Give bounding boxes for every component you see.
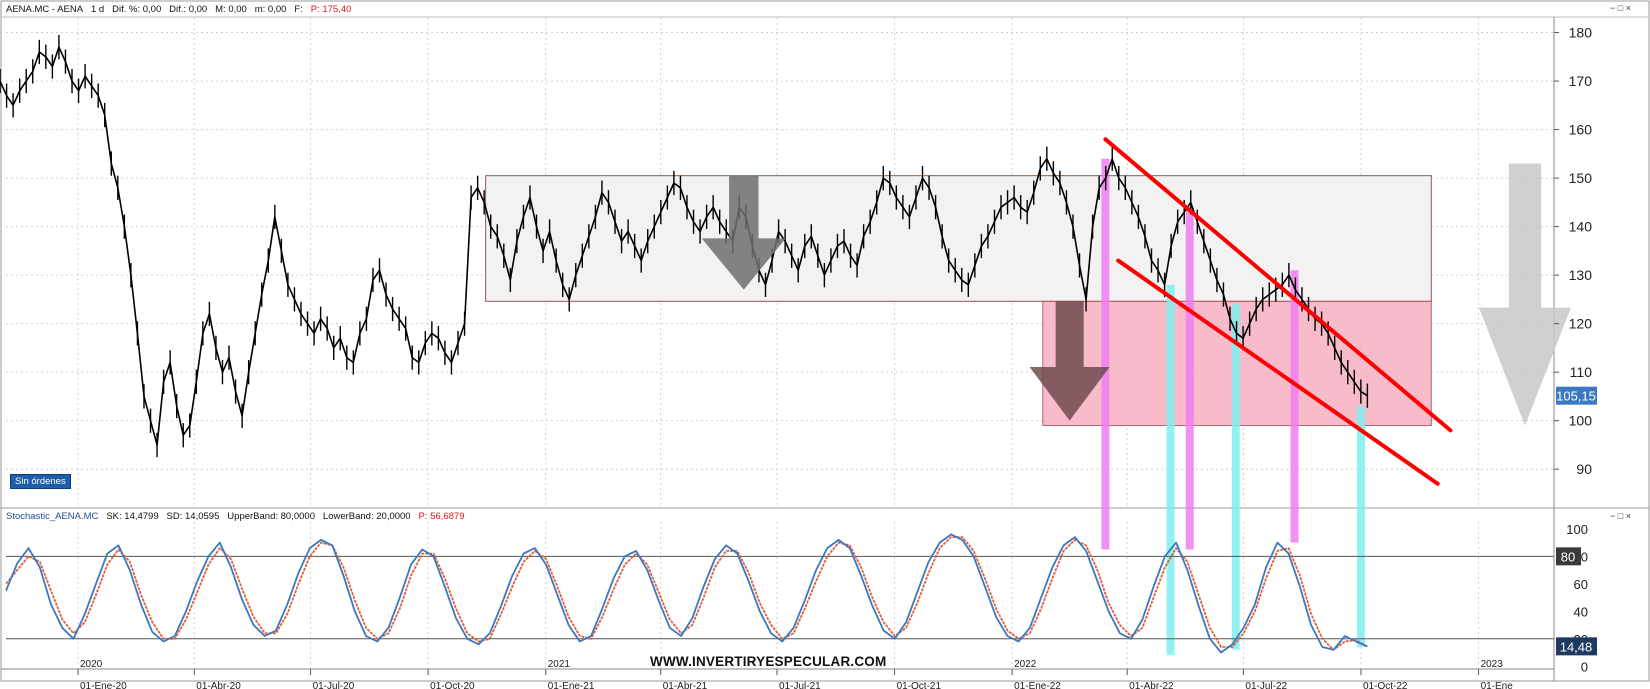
stoch-last-box — [1556, 637, 1597, 656]
stoch-axis-label: 100 — [1566, 522, 1588, 537]
price-axis-label: 100 — [1569, 413, 1593, 429]
close-icon[interactable]: × — [1625, 3, 1631, 13]
signal-marker — [1185, 207, 1194, 550]
x-month-label: 01-Jul-22 — [1245, 681, 1287, 689]
price-axis-label: 140 — [1569, 219, 1593, 235]
price-header: AENA.MC - AENA 1 d Dif. %: 0,00 Dif.: 0,… — [6, 4, 351, 15]
signal-marker — [1290, 270, 1299, 543]
stoch-pointer-label: P: 56,6879 — [418, 511, 465, 522]
watermark: WWW.INVERTIRYESPECULAR.COM — [650, 654, 887, 669]
stoch-axis-label: 40 — [1574, 604, 1588, 619]
signal-marker — [1166, 284, 1175, 656]
signal-marker — [1101, 158, 1110, 550]
x-month-label: 01-Ene-22 — [1014, 681, 1061, 689]
price-series — [0, 34, 1369, 458]
stoch-sd-label: SD: 14,0595 — [166, 511, 220, 522]
dif-pct-label: Dif. %: 0,00 — [112, 4, 162, 15]
signal-marker — [1357, 406, 1365, 648]
stoch-header: Stochastic_AENA.MC SK: 14,4799 SD: 14,05… — [6, 511, 464, 522]
price-axis-label: 150 — [1569, 170, 1593, 186]
price-axis-label: 170 — [1569, 73, 1593, 89]
down-arrow-icon — [1479, 163, 1571, 426]
x-month-label: 01-Oct-20 — [430, 681, 475, 689]
last-price-box — [1556, 386, 1597, 405]
price-axis-label: 130 — [1569, 267, 1593, 283]
price-axis-label: 160 — [1569, 122, 1593, 138]
axes-labels: 9010011012013014015016017018002040608010… — [77, 25, 1597, 689]
down-arrow-icon — [1029, 301, 1110, 421]
stoch-last-value: 14,48 — [1560, 639, 1593, 654]
stoch-name-label: Stochastic_AENA.MC — [6, 511, 99, 522]
stoch-window-controls: − □ × — [1610, 511, 1631, 521]
x-month-label: 01-Ene-21 — [548, 681, 595, 689]
x-month-label: 01-Abr-21 — [663, 681, 708, 689]
stoch-upper-value: 80 — [1561, 549, 1575, 564]
x-month-label: 01-Abr-20 — [196, 681, 241, 689]
price-window-controls: − □ × — [1610, 3, 1631, 13]
close-icon[interactable]: × — [1625, 511, 1631, 521]
stoch-axis-label: 0 — [1581, 659, 1588, 674]
max-label: M: 0,00 — [215, 4, 247, 15]
down-arrow-icon — [701, 175, 786, 290]
annotation-overlays — [701, 137, 1571, 486]
x-month-label: 01-Oct-21 — [897, 681, 942, 689]
symbol-label: AENA.MC - AENA — [6, 4, 84, 15]
x-month-label: 01-Ene-20 — [80, 681, 127, 689]
stochastic-series — [5, 533, 1554, 654]
vertical-markers — [1101, 158, 1365, 656]
x-month-label: 01-Oct-22 — [1363, 681, 1408, 689]
x-year-label: 2022 — [1014, 659, 1037, 670]
dif-label: Dif.: 0,00 — [169, 4, 208, 15]
signal-marker — [1231, 304, 1240, 650]
orders-badge[interactable]: Sin órdenes — [10, 474, 71, 489]
x-year-label: 2021 — [548, 659, 571, 670]
x-month-label: 01-Jul-20 — [313, 681, 355, 689]
x-month-label: 01-Ene — [1481, 681, 1514, 689]
last-price-label: 105,15 — [1556, 389, 1596, 404]
stoch-upper-box — [1556, 547, 1581, 566]
x-year-label: 2023 — [1481, 659, 1504, 670]
price-axis-label: 120 — [1569, 316, 1593, 332]
maximize-icon[interactable]: □ — [1617, 511, 1624, 521]
stoch-lower-label: LowerBand: 20,0000 — [322, 511, 411, 522]
channel-lower-line — [1116, 258, 1440, 486]
x-month-label: 01-Jul-21 — [779, 681, 821, 689]
stoch-sk-label: SK: 14,4799 — [106, 511, 159, 522]
minimize-icon[interactable]: − — [1610, 511, 1616, 521]
min-label: m: 0,00 — [254, 4, 287, 15]
maximize-icon[interactable]: □ — [1617, 3, 1624, 13]
price-axis-label: 180 — [1569, 25, 1593, 41]
stoch-sk-line — [5, 533, 1368, 654]
price-axis-label: 110 — [1570, 364, 1593, 380]
stoch-panel-frame — [0, 507, 1650, 682]
minimize-icon[interactable]: − — [1610, 3, 1616, 13]
price-axis-label: 90 — [1576, 461, 1592, 477]
annotation-zones — [485, 175, 1432, 427]
stoch-axis-label: 60 — [1574, 577, 1588, 592]
channel-upper-line — [1103, 137, 1453, 433]
period-label: 1 d — [91, 4, 105, 15]
x-year-label: 2020 — [80, 659, 103, 670]
price-line — [0, 46, 1368, 446]
pointer-label: P: 175,40 — [310, 4, 352, 15]
stoch-upper-label: UpperBand: 80,0000 — [227, 511, 315, 522]
last-label: F: — [294, 4, 303, 15]
x-month-label: 01-Abr-22 — [1129, 681, 1174, 689]
